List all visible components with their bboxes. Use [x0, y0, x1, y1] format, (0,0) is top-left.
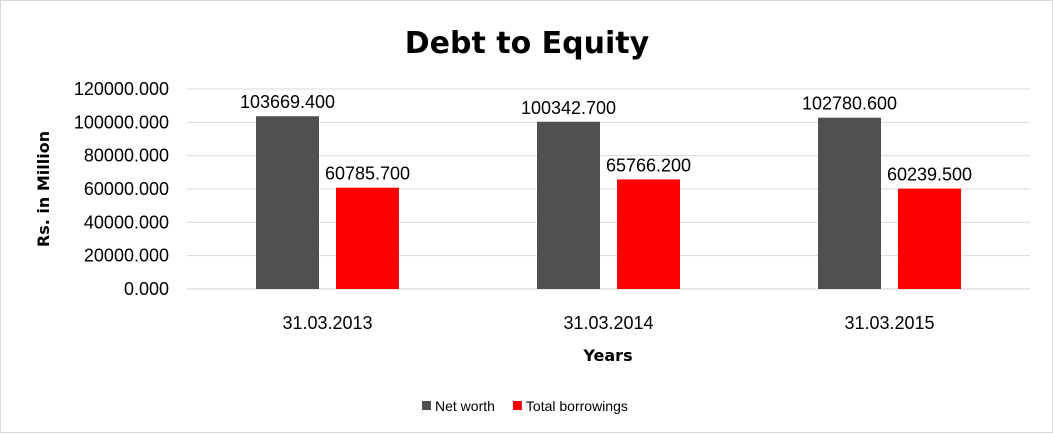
grid-layer [187, 88, 1030, 290]
y-tick-label: 60000.000 [84, 179, 169, 199]
y-tick-label: 0.000 [124, 279, 169, 299]
y-tick-label: 120000.000 [74, 79, 169, 99]
data-label: 65766.200 [606, 155, 691, 175]
x-axis-ticks: 31.03.2013 31.03.2014 31.03.2015 [282, 313, 934, 333]
bar-total-borrowings [898, 188, 961, 289]
data-label: 60239.500 [887, 165, 972, 185]
data-label-layer: 103669.400 60785.700 100342.700 65766.200 10… [240, 92, 972, 184]
bar-net-worth [537, 121, 600, 289]
bar-net-worth [256, 116, 319, 289]
y-tick-label: 80000.000 [84, 146, 169, 166]
chart-title: Debt to Equity [405, 26, 650, 61]
y-axis-ticks: 0.000 20000.000 40000.000 60000.000 80000.00… [74, 79, 169, 299]
legend-swatch [512, 401, 522, 410]
bar-layer [256, 116, 961, 289]
y-axis-title: Rs. in Million [34, 131, 53, 247]
data-label: 100342.700 [521, 98, 616, 118]
legend-label: Total borrowings [526, 398, 628, 414]
x-tick-label: 31.03.2014 [563, 313, 653, 333]
bar-total-borrowings [336, 187, 399, 289]
bar-total-borrowings [617, 179, 680, 289]
legend-label: Net worth [435, 398, 495, 414]
data-label: 103669.400 [240, 92, 335, 112]
data-label: 60785.700 [325, 164, 410, 184]
x-axis-title: Years [582, 346, 632, 365]
bar-net-worth [818, 117, 881, 289]
y-tick-label: 40000.000 [84, 212, 169, 232]
y-tick-label: 100000.000 [74, 112, 169, 132]
legend-swatch [422, 401, 431, 410]
data-label: 102780.600 [802, 94, 897, 114]
x-tick-label: 31.03.2015 [844, 313, 934, 333]
y-tick-label: 20000.000 [84, 246, 169, 266]
legend: Net worth Total borrowings [422, 398, 628, 414]
x-tick-label: 31.03.2013 [282, 313, 372, 333]
